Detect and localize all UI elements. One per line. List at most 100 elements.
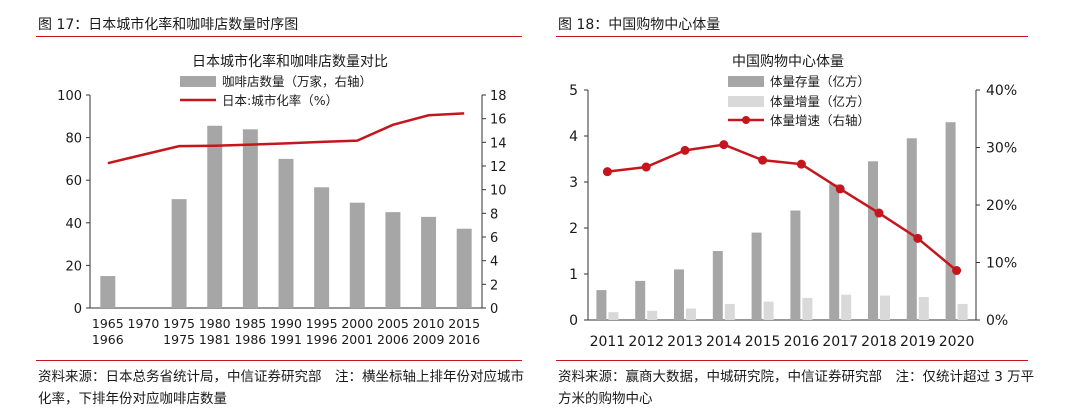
legend-stock-swatch [728, 76, 764, 87]
growth-rate-point [796, 159, 806, 169]
x-axis-year: 2017 [822, 334, 858, 350]
chart-title: 日本城市化率和咖啡店数量对比 [192, 53, 388, 70]
x-axis-bottom-year: 1966 [92, 332, 124, 347]
stock-bar [674, 269, 684, 320]
x-axis-top-year: 1990 [270, 316, 302, 331]
right-axis-tick-label: 2 [490, 278, 498, 293]
x-axis-year: 2012 [628, 334, 664, 350]
x-axis-bottom-year: 2016 [448, 332, 480, 347]
stock-bar [751, 232, 762, 320]
growth-rate-point [758, 155, 768, 165]
figure-18-panel: 图 18：中国购物中心体量 中国购物中心体量 体量存量（亿方） 体量增量（亿方） 体量… [548, 0, 1080, 420]
x-axis-top-year: 1995 [306, 316, 338, 331]
stock-bar [829, 184, 840, 320]
figure-17-bottom-rule [36, 360, 522, 361]
legend-growth-label: 体量增速（右轴） [770, 113, 870, 128]
x-axis-bottom-year: 1975 [163, 332, 195, 347]
increment-bar [880, 295, 890, 320]
x-axis-year: 2015 [745, 334, 781, 350]
stock-bar [712, 251, 723, 320]
increment-bar [608, 312, 619, 320]
increment-bar [647, 310, 658, 320]
x-axis-bottom-year: 1991 [270, 332, 302, 347]
growth-rate-point [719, 140, 729, 150]
right-axis-tick-label: 6 [490, 231, 498, 246]
right-axis-tick-label: 18 [490, 89, 507, 104]
increment-bar [686, 308, 696, 320]
increment-bar [841, 294, 852, 320]
coffee-shop-bar [456, 228, 472, 308]
growth-rate-point [602, 167, 612, 177]
right-axis-tick-label: 10% [986, 256, 1017, 272]
x-axis-top-year: 1980 [199, 316, 231, 331]
growth-rate-line [607, 143, 958, 272]
figure-17-title: 图 17：日本城市化率和咖啡店数量时序图 [38, 17, 299, 33]
right-axis-tick-label: 12 [490, 160, 507, 175]
left-axis-tick-label: 40 [65, 217, 82, 232]
coffee-shop-bar [171, 199, 187, 308]
left-axis-tick-label: 1 [569, 267, 578, 283]
x-axis-top-year: 1965 [92, 316, 124, 331]
left-axis-tick-label: 3 [569, 175, 578, 191]
right-axis-tick-label: 16 [490, 113, 507, 128]
stock-bar [790, 210, 801, 320]
x-axis-top-year: 2010 [413, 316, 445, 331]
figure-17-panel: 图 17：日本城市化率和咖啡店数量时序图 日本城市化率和咖啡店数量对比 咖啡店数量… [36, 17, 524, 407]
stock-bar [906, 138, 917, 320]
right-axis-tick-label: 40% [986, 83, 1017, 99]
increment-bar [957, 303, 968, 320]
right-axis-tick-label: 0% [986, 313, 1008, 329]
growth-rate-point [641, 162, 651, 172]
legend-bar-swatch [180, 76, 216, 87]
stock-bar [868, 161, 878, 320]
growth-rate-point [913, 233, 923, 243]
x-axis-top-year: 2015 [448, 316, 480, 331]
left-axis-tick-label: 60 [65, 174, 82, 189]
growth-rate-point [680, 145, 690, 155]
x-axis-bottom-year: 1986 [234, 332, 266, 347]
stock-bar [596, 290, 607, 320]
left-axis-tick-label: 5 [569, 83, 578, 99]
x-axis-top-year: 1975 [163, 316, 195, 331]
figure-18-top-rule [556, 36, 1028, 37]
x-axis-year: 2011 [590, 334, 626, 350]
right-axis-tick-label: 8 [490, 207, 498, 222]
legend-increment-label: 体量增量（亿方） [770, 94, 870, 109]
x-axis-top-year: 1985 [234, 316, 266, 331]
increment-bar [763, 301, 774, 320]
figure-18-source-note: 资料来源：赢商大数据，中城研究院，中信证券研究部 注：仅统计超过 3 万平方米的… [558, 369, 1035, 407]
legend-stock-label: 体量存量（亿方） [770, 74, 870, 89]
legend-growth-marker [742, 116, 750, 124]
x-axis-bottom-year: 2009 [413, 332, 445, 347]
figure-17-top-rule [36, 36, 522, 37]
x-axis-bottom-year: 2006 [377, 332, 409, 347]
left-axis-tick-label: 100 [57, 89, 82, 104]
coffee-shop-bar [314, 187, 330, 308]
right-axis-tick-label: 14 [490, 136, 507, 151]
figure-18-bottom-rule [556, 360, 1028, 361]
x-axis-bottom-year: 1981 [199, 332, 231, 347]
stock-bar [635, 280, 646, 320]
x-axis-bottom-year: 1996 [306, 332, 338, 347]
x-axis-year: 2018 [861, 334, 897, 350]
x-axis-year: 2020 [939, 334, 975, 350]
increment-bar [802, 297, 813, 320]
figure-18-title: 图 18：中国购物中心体量 [558, 17, 721, 33]
coffee-shop-bar [349, 202, 365, 308]
left-axis-tick-label: 20 [65, 259, 82, 274]
growth-rate-point [952, 266, 962, 276]
x-axis-year: 2013 [667, 334, 703, 350]
right-axis-tick-label: 10 [490, 184, 507, 199]
left-axis-tick-label: 4 [569, 129, 578, 145]
figure-17-source-note: 资料来源：日本总务省统计局，中信证券研究部 注：横坐标轴上排年份对应城市化率，下… [38, 369, 524, 407]
increment-bar [724, 303, 735, 320]
x-axis-bottom-year: 2001 [341, 332, 373, 347]
coffee-shop-bar [278, 158, 294, 308]
right-axis-tick-label: 20% [986, 198, 1017, 214]
right-axis-tick-label: 0 [490, 302, 498, 317]
coffee-shop-bar [385, 212, 401, 308]
legend-increment-swatch [728, 96, 764, 107]
x-axis-year: 2014 [706, 334, 742, 350]
legend-line-label: 日本:城市化率（%） [222, 93, 338, 108]
